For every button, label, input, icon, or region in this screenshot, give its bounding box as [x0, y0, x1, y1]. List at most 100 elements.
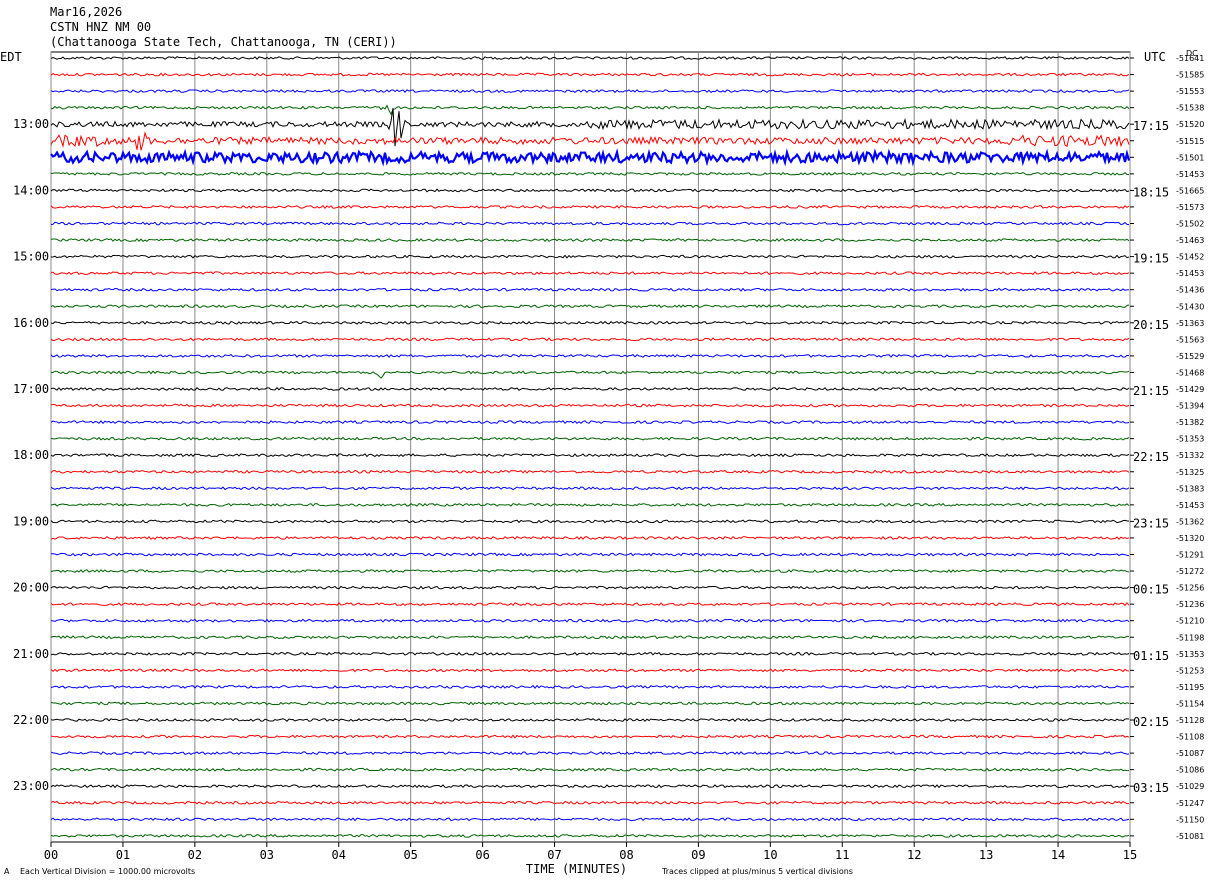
- seismic-trace: [50, 734, 1130, 739]
- right-hour-label: 20:15: [1133, 318, 1169, 332]
- x-tick-label: 07: [547, 848, 561, 862]
- dc-offset-label: -51362: [1176, 517, 1204, 526]
- left-hour-label: 21:00: [13, 647, 49, 661]
- seismic-trace: [50, 370, 1130, 379]
- dc-offset-label: -51087: [1176, 749, 1204, 758]
- seismic-trace: [50, 238, 1130, 242]
- vertical-division-note: Each Vertical Division = 1000.00 microvo…: [20, 867, 196, 876]
- left-hour-label: 17:00: [13, 382, 49, 396]
- seismic-trace: [50, 287, 1130, 292]
- seismic-trace: [50, 320, 1130, 325]
- seismic-trace: [50, 104, 1130, 116]
- seismic-trace: [50, 420, 1130, 425]
- dc-offset-label: -51247: [1176, 799, 1204, 808]
- left-hour-label: 19:00: [13, 514, 49, 528]
- seismic-trace: [50, 453, 1130, 458]
- dc-offset-label: -51453: [1176, 170, 1204, 179]
- seismic-trace: [50, 651, 1130, 656]
- right-hour-label: 22:15: [1133, 450, 1169, 464]
- dc-offset-label: -51081: [1176, 832, 1204, 841]
- station-code: CSTN HNZ NM 00: [50, 20, 152, 34]
- seismic-trace: [50, 469, 1130, 474]
- dc-offset-label: -51108: [1176, 733, 1204, 742]
- dc-offset-label: -51563: [1176, 335, 1204, 344]
- seismic-trace: [50, 271, 1130, 276]
- seismic-trace: [50, 403, 1130, 408]
- seismic-trace: [50, 569, 1130, 574]
- left-hour-label: 18:00: [13, 448, 49, 462]
- seismic-trace: [50, 668, 1130, 673]
- dc-offset-label: -51501: [1176, 153, 1204, 162]
- seismic-trace: [50, 800, 1130, 805]
- x-tick-label: 09: [691, 848, 705, 862]
- x-tick-label: 02: [188, 848, 202, 862]
- right-hour-label: 21:15: [1133, 384, 1169, 398]
- seismic-trace: [50, 684, 1130, 689]
- seismic-trace: [50, 784, 1130, 789]
- seismic-trace: [50, 635, 1130, 640]
- seismic-trace: [50, 701, 1130, 706]
- seismic-trace: [50, 387, 1130, 391]
- dc-offset-label: -51198: [1176, 633, 1204, 642]
- dc-offset-label: -51353: [1176, 650, 1204, 659]
- dc-offset-label: -51272: [1176, 567, 1204, 576]
- dc-offset-label: -51332: [1176, 451, 1204, 460]
- dc-offset-label: -51429: [1176, 385, 1204, 394]
- seismic-trace: [50, 108, 1130, 147]
- dc-offset-label: -51502: [1176, 220, 1204, 229]
- dc-offset-label: -51453: [1176, 501, 1204, 510]
- dc-offset-label: -51236: [1176, 600, 1204, 609]
- seismic-trace: [50, 519, 1130, 524]
- left-hour-label: 20:00: [13, 581, 49, 595]
- dc-offset-label: -51150: [1176, 815, 1204, 824]
- x-tick-label: 06: [475, 848, 489, 862]
- dc-offset-label: -51538: [1176, 104, 1204, 113]
- trace-group: [50, 56, 1131, 838]
- seismic-trace: [50, 552, 1130, 557]
- x-tick-label: 04: [332, 848, 346, 862]
- dc-offset-label: -51529: [1176, 352, 1204, 361]
- seismic-trace: [50, 817, 1130, 822]
- seismic-trace: [50, 833, 1130, 838]
- dc-offset-label: -51515: [1176, 137, 1204, 146]
- left-hour-label: 15:00: [13, 250, 49, 264]
- seismic-trace: [50, 56, 1130, 60]
- left-hour-label: 13:00: [13, 117, 49, 131]
- seismic-trace: [50, 767, 1130, 772]
- dc-offset-label: -51463: [1176, 236, 1204, 245]
- right-hour-label: 17:15: [1133, 119, 1169, 133]
- dc-offset-label: -51383: [1176, 484, 1204, 493]
- x-axis-title: TIME (MINUTES): [526, 862, 627, 876]
- dc-offset-label: -51665: [1176, 186, 1204, 195]
- dc-offset-label: -51210: [1176, 617, 1204, 626]
- seismic-trace: [50, 502, 1130, 507]
- dc-offset-label: -51291: [1176, 551, 1204, 560]
- dc-offset-label: -51195: [1176, 683, 1204, 692]
- seismic-trace: [50, 751, 1130, 756]
- x-tick-label: 12: [907, 848, 921, 862]
- dc-offset-label: -51320: [1176, 534, 1204, 543]
- station-location: (Chattanooga State Tech, Chattanooga, TN…: [50, 35, 397, 49]
- left-hour-label: 22:00: [13, 713, 49, 727]
- seismic-trace: [50, 304, 1130, 309]
- dc-offset-label: -51520: [1176, 120, 1204, 129]
- right-hour-label: 01:15: [1133, 649, 1169, 663]
- dc-offset-label: -51573: [1176, 203, 1204, 212]
- minute-grid: [50, 51, 1134, 847]
- dc-offset-label: -51363: [1176, 319, 1204, 328]
- dc-offset-label: -51452: [1176, 253, 1204, 262]
- seismic-trace: [50, 254, 1130, 259]
- right-hour-label: 02:15: [1133, 715, 1169, 729]
- seismic-trace: [50, 131, 1130, 151]
- dc-offset-label: -51086: [1176, 766, 1204, 775]
- dc-offset-label: -51353: [1176, 435, 1204, 444]
- dc-header-label: DC: [1186, 49, 1198, 58]
- x-tick-label: 05: [403, 848, 417, 862]
- dc-offset-label: -51585: [1176, 71, 1204, 80]
- dc-offset-label: -51253: [1176, 666, 1204, 675]
- seismic-trace: [50, 536, 1130, 540]
- seismic-trace: [50, 486, 1130, 491]
- x-tick-label: 14: [1051, 848, 1065, 862]
- seismic-trace: [50, 204, 1130, 209]
